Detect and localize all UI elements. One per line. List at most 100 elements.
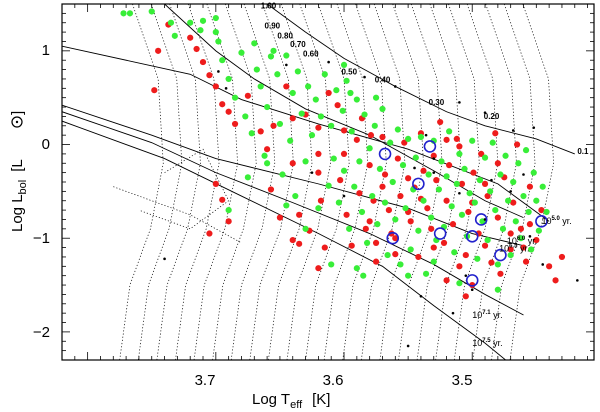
- y-tick-label-minus2: −2: [33, 324, 50, 341]
- green-data-point: [171, 32, 178, 39]
- green-data-point: [197, 27, 204, 34]
- green-data-point: [305, 83, 312, 90]
- green-data-point: [415, 227, 422, 234]
- red-data-point: [321, 244, 328, 251]
- red-data-point: [494, 214, 501, 221]
- mass-track-line: [323, 4, 369, 360]
- black-data-point: [511, 129, 515, 132]
- green-data-point: [520, 192, 527, 200]
- green-data-point: [353, 96, 360, 103]
- red-data-point: [517, 225, 525, 232]
- mass-track-line: [342, 4, 387, 360]
- green-data-point: [376, 165, 384, 172]
- red-data-point: [337, 177, 344, 184]
- red-data-point: [366, 218, 373, 225]
- green-data-point: [167, 19, 175, 26]
- blue-circled-point: [433, 227, 447, 240]
- green-data-point: [225, 207, 232, 214]
- red-data-point: [317, 197, 325, 204]
- y-axis-title: Log Lbol [L ]: [9, 111, 29, 232]
- blue-circled-point: [535, 215, 548, 228]
- red-data-point: [481, 242, 489, 249]
- mass-track-line: [156, 4, 201, 360]
- green-data-point: [353, 265, 360, 272]
- mass-track-label: 0.80: [277, 32, 293, 41]
- green-data-point: [412, 154, 419, 161]
- green-data-point: [212, 14, 219, 22]
- red-data-point: [225, 108, 232, 115]
- green-data-point: [476, 177, 484, 184]
- red-data-point: [379, 133, 386, 141]
- black-data-point: [509, 190, 512, 193]
- green-data-point: [248, 130, 255, 137]
- red-data-point: [407, 218, 414, 225]
- green-data-point: [261, 152, 268, 159]
- mass-track-label: 0.1: [577, 147, 589, 156]
- green-data-point: [466, 190, 473, 197]
- black-data-point: [490, 178, 493, 182]
- green-data-point: [428, 214, 435, 221]
- isochrone-label-suffix: yr.: [491, 310, 503, 320]
- green-data-point: [283, 202, 290, 209]
- green-data-point: [512, 218, 519, 225]
- red-data-point: [193, 45, 200, 53]
- black-data-point: [310, 171, 314, 174]
- red-data-point: [187, 34, 194, 41]
- green-data-point: [379, 105, 386, 113]
- mass-track-label: 1.00: [261, 2, 277, 11]
- green-data-point: [458, 211, 466, 218]
- blue-circled-point: [423, 140, 437, 153]
- svg-text:Log Lbol[L: Log Lbol [L: [9, 159, 29, 232]
- x-tick-label-3.7: 3.7: [195, 372, 216, 389]
- red-data-point: [458, 180, 466, 187]
- black-data-point: [224, 87, 228, 90]
- isochrone-label-exp: 7.5: [482, 338, 491, 344]
- red-data-point: [430, 244, 437, 251]
- red-data-point: [462, 293, 469, 300]
- isochrone-label-base: 10: [541, 216, 551, 226]
- y-axis-title-sub: bol: [17, 180, 29, 195]
- green-data-point: [399, 162, 407, 169]
- green-data-point: [372, 94, 380, 101]
- green-data-point: [420, 197, 427, 204]
- green-data-point: [315, 205, 322, 212]
- green-data-point: [430, 137, 437, 144]
- mass-track-label: 0.50: [341, 67, 357, 76]
- green-data-point: [515, 160, 522, 167]
- red-data-point: [257, 128, 264, 135]
- green-data-point: [328, 122, 335, 129]
- green-data-point: [381, 199, 389, 206]
- black-data-point: [413, 166, 416, 170]
- mass-track-line: [138, 148, 230, 230]
- green-data-point: [267, 53, 275, 60]
- red-data-point: [433, 177, 440, 184]
- red-data-point: [494, 160, 501, 167]
- red-data-point: [558, 253, 566, 261]
- green-data-point: [274, 71, 281, 78]
- green-data-point: [507, 251, 514, 259]
- green-data-point: [392, 216, 399, 223]
- red-data-point: [397, 192, 404, 200]
- annotations: 1.00 0.90 0.800.700.60 0.50 0.40 0.30 0.20 0.1 1…: [261, 2, 589, 348]
- red-data-point: [155, 47, 162, 54]
- green-data-point: [279, 171, 286, 178]
- green-data-point: [397, 261, 404, 268]
- green-data-point: [283, 52, 290, 59]
- green-data-point: [543, 208, 550, 216]
- red-data-point: [478, 150, 485, 157]
- isochrone-label: 106.5 yr.: [499, 243, 529, 253]
- black-data-point: [163, 257, 166, 261]
- green-data-point: [257, 83, 264, 90]
- red-data-point: [225, 218, 232, 225]
- red-data-point: [334, 102, 341, 109]
- green-data-point: [361, 111, 368, 118]
- black-data-point: [541, 263, 545, 266]
- black-data-point: [406, 344, 410, 348]
- red-data-point: [366, 162, 373, 169]
- green-data-point: [215, 38, 222, 45]
- green-data-point: [522, 147, 530, 154]
- green-data-point: [494, 261, 501, 268]
- isochrone-line: [164, 4, 524, 219]
- y-tick-label-0: 0: [42, 136, 50, 153]
- green-data-point: [497, 171, 504, 178]
